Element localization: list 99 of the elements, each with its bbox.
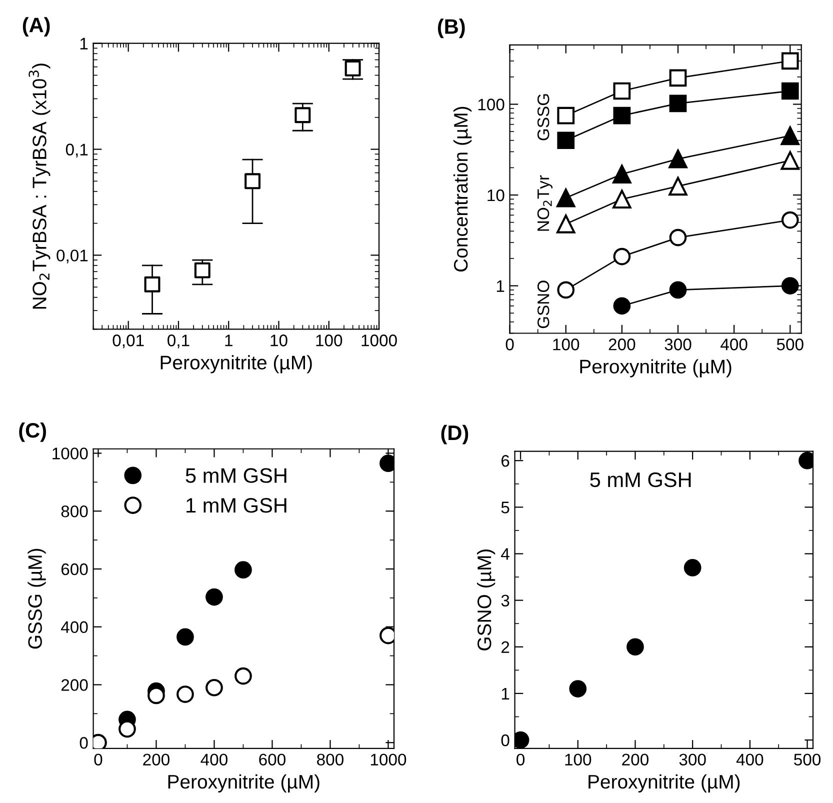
point: [556, 188, 576, 208]
y-tick-label: 5: [501, 502, 510, 514]
point: [668, 150, 688, 168]
legend-label: 1 mM GSH: [186, 498, 286, 513]
x-tick-label: 1000: [362, 334, 397, 346]
x-tick-label: 1000: [370, 754, 406, 766]
point: [234, 667, 252, 685]
legend-label: 5 mM GSH: [186, 468, 286, 483]
annotation: GSSG: [537, 94, 550, 140]
point: [780, 126, 800, 146]
x-tick-label: 200: [143, 754, 170, 766]
point: [144, 276, 160, 292]
y-tick-label: 1: [80, 38, 88, 50]
point: [669, 228, 687, 246]
y-tick-label: 2: [502, 641, 510, 653]
point: [569, 680, 587, 698]
point: [344, 60, 361, 76]
y-tick-label: 3: [501, 594, 510, 607]
y-tick-label: 10: [488, 189, 504, 202]
point: [294, 107, 311, 124]
point: [613, 106, 631, 124]
x-tick-label: 0: [94, 754, 102, 766]
point: [118, 720, 136, 738]
point: [684, 559, 702, 576]
x-axis-title: Peroxynitrite (µM): [160, 355, 312, 374]
point: [669, 69, 687, 87]
point: [556, 214, 576, 234]
x-tick-label: 0,01: [112, 334, 144, 348]
x-tick-label: 400: [200, 754, 228, 766]
point: [176, 628, 194, 646]
x-tick-label: 800: [317, 754, 344, 766]
x-tick-label: 600: [259, 754, 286, 766]
chart-title: (C): [19, 422, 46, 442]
point: [557, 281, 575, 299]
x-tick-label: 400: [736, 754, 764, 766]
x-tick-label: 0,1: [168, 334, 190, 348]
point: [176, 686, 194, 703]
point: [669, 94, 687, 112]
point: [613, 248, 631, 266]
x-tick-label: 1: [225, 334, 232, 346]
x-tick-label: 500: [794, 754, 821, 766]
y-tick-label: 100: [478, 98, 504, 110]
point: [781, 277, 799, 294]
y-tick-label: 400: [61, 621, 88, 634]
x-axis-title: Peroxynitrite (µM): [580, 359, 732, 378]
point: [781, 82, 799, 100]
x-tick-label: 100: [565, 754, 592, 766]
point: [557, 106, 575, 124]
y-tick-label: 6: [502, 455, 510, 467]
y-tick-label: 600: [61, 563, 88, 576]
y-tick-label: 0: [80, 737, 88, 749]
x-axis-title: Peroxynitrite (µM): [168, 774, 320, 792]
y-tick-label: 800: [61, 505, 88, 518]
y-tick-label: 0,1: [66, 144, 88, 158]
x-tick-label: 300: [664, 338, 692, 350]
point: [781, 52, 799, 70]
y-tick-label: 1000: [52, 448, 88, 460]
y-axis-title: GSSG (µM): [28, 548, 46, 649]
y-tick-label: 1: [502, 688, 510, 700]
y-axis-title: NO$_{2}$TyrBSA : TyrBSA (x10$^{3}$): [28, 64, 50, 309]
point: [613, 82, 631, 100]
point: [244, 173, 261, 190]
x-tick-label: 400: [720, 338, 748, 350]
x-tick-label: 500: [776, 338, 804, 350]
chart-title: (D): [441, 424, 468, 444]
y-axis-title: GSNO (µM): [476, 550, 496, 650]
point: [780, 151, 800, 170]
annotation: 5 mM GSH: [590, 472, 691, 488]
point: [612, 164, 632, 184]
point: [148, 686, 165, 704]
point: [626, 638, 644, 656]
annotation: NO$_{2}$Tyr: [537, 175, 552, 231]
x-tick-label: 200: [608, 338, 636, 350]
y-tick-label: 0: [501, 734, 510, 746]
x-tick-label: 100: [316, 334, 342, 346]
y-tick-label: 1: [496, 280, 504, 292]
y-tick-label: 200: [61, 679, 88, 691]
chart-title: (B): [438, 18, 465, 38]
point: [613, 297, 631, 315]
point: [668, 176, 688, 196]
y-axis-title: Concentration (µM): [453, 106, 472, 272]
x-tick-label: 300: [679, 754, 706, 766]
chart-title: (A): [22, 17, 50, 36]
y-tick-label: 4: [501, 548, 510, 560]
x-tick-label: 100: [553, 338, 580, 350]
point: [669, 281, 687, 299]
point: [206, 678, 223, 696]
point: [206, 588, 223, 606]
x-axis-title: Peroxynitrite (µM): [588, 774, 740, 792]
point: [557, 132, 575, 150]
x-tick-label: 200: [622, 754, 648, 766]
x-tick-label: 10: [270, 334, 288, 346]
x-tick-label: 0: [516, 754, 525, 766]
point: [612, 190, 632, 209]
point: [234, 561, 252, 579]
annotation: GSNO: [537, 280, 550, 328]
point: [781, 211, 799, 229]
y-tick-label: 0,01: [56, 250, 88, 264]
point: [194, 262, 210, 278]
